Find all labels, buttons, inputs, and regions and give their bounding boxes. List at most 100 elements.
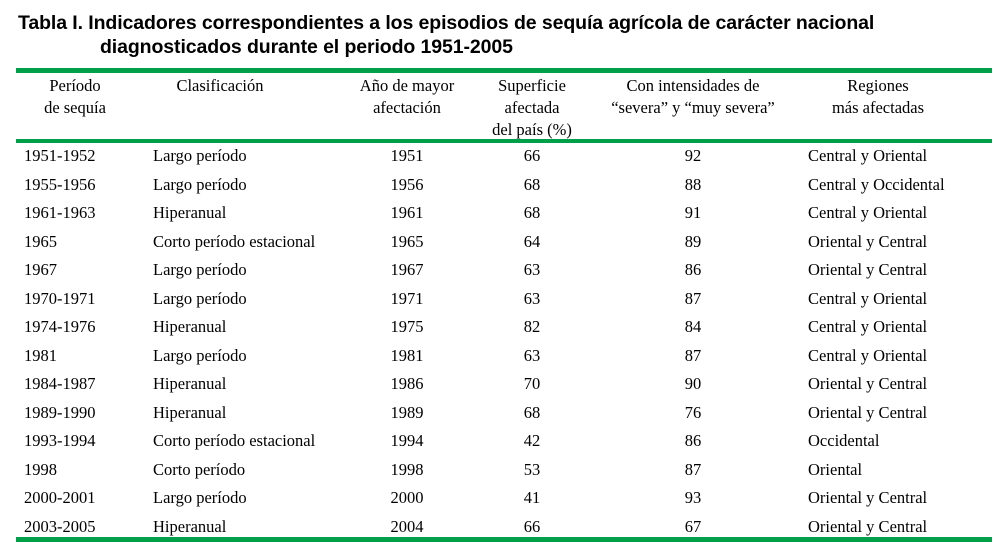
header-rule xyxy=(16,139,992,143)
cell-regions: Central y Oriental xyxy=(808,345,928,365)
cell-classification: Corto período estacional xyxy=(153,431,316,450)
cell-intensity: 87 xyxy=(684,345,702,365)
header-line: Superficie xyxy=(498,76,566,95)
cell-regions: Oriental y Central xyxy=(808,402,928,422)
cell-peak-year: 1998 xyxy=(390,459,424,479)
cell-intensity: 87 xyxy=(684,459,702,479)
header-regions: Regiones más afectadas xyxy=(798,75,958,119)
cell-peak-year: 2000 xyxy=(390,488,424,507)
cell-area: 68 xyxy=(523,203,541,222)
cell-regions: Occidental xyxy=(808,431,880,450)
header-line: Clasificación xyxy=(176,76,264,95)
cell-period: 1955-1956 xyxy=(24,174,96,194)
header-line: Año de mayor xyxy=(359,76,455,95)
header-line: Con intensidades de xyxy=(626,76,760,95)
cell-peak-year: 1986 xyxy=(390,374,424,393)
cell-intensity: 93 xyxy=(684,488,702,507)
cell-classification: Largo período xyxy=(153,288,247,308)
cell-classification: Hiperanual xyxy=(153,317,227,336)
cell-peak-year: 1967 xyxy=(390,260,424,279)
cell-period: 1967 xyxy=(24,260,57,279)
table-title: Tabla I. Indicadores correspondientes a … xyxy=(18,11,874,59)
header-line: afectada xyxy=(504,98,560,117)
cell-classification: Largo período xyxy=(153,488,247,507)
cell-period: 1998 xyxy=(24,459,57,479)
cell-classification: Largo período xyxy=(153,146,247,165)
title-line-2: diagnosticados durante el periodo 1951-2… xyxy=(100,36,513,58)
cell-area: 66 xyxy=(523,146,541,165)
cell-area: 63 xyxy=(523,260,541,279)
cell-intensity: 91 xyxy=(684,203,702,222)
header-line: del país (%) xyxy=(492,120,572,139)
cell-classification: Hiperanual xyxy=(153,374,227,393)
cell-regions: Central y Occidental xyxy=(808,174,945,194)
cell-regions: Oriental xyxy=(808,459,863,479)
cell-intensity: 76 xyxy=(684,402,702,422)
header-line: Período xyxy=(49,76,101,95)
top-rule xyxy=(16,68,992,73)
header-classification: Clasificación xyxy=(150,75,290,97)
cell-regions: Central y Oriental xyxy=(808,203,928,222)
header-line: más afectadas xyxy=(831,98,925,117)
cell-classification: Hiperanual xyxy=(153,203,227,222)
cell-regions: Oriental y Central xyxy=(808,374,928,393)
header-line: Regiones xyxy=(847,76,909,95)
cell-area: 68 xyxy=(523,174,541,194)
cell-intensity: 90 xyxy=(684,374,702,393)
cell-regions: Central y Oriental xyxy=(808,146,928,165)
cell-area: 82 xyxy=(523,317,541,336)
bottom-rule xyxy=(16,537,992,542)
cell-classification: Largo período xyxy=(153,174,247,194)
cell-classification: Largo período xyxy=(153,260,247,279)
cell-regions: Oriental y Central xyxy=(808,260,928,279)
cell-peak-year: 1975 xyxy=(390,317,424,336)
cell-regions: Oriental y Central xyxy=(808,488,928,507)
header-period: Período de sequía xyxy=(20,75,130,119)
cell-period: 1984-1987 xyxy=(24,374,96,393)
cell-intensity: 92 xyxy=(684,146,702,165)
cell-period: 1981 xyxy=(24,345,57,365)
cell-peak-year: 1981 xyxy=(390,345,424,365)
cell-period: 1965 xyxy=(24,231,57,251)
cell-regions: Central y Oriental xyxy=(808,288,928,308)
cell-area: 64 xyxy=(523,231,541,251)
cell-period: 1961-1963 xyxy=(24,203,96,222)
cell-period: 2003-2005 xyxy=(24,516,96,536)
header-area: Superficie afectada del país (%) xyxy=(482,75,582,141)
cell-area: 68 xyxy=(523,402,541,422)
header-line: de sequía xyxy=(44,98,106,117)
header-peak-year: Año de mayor afectación xyxy=(347,75,467,119)
cell-peak-year: 1989 xyxy=(390,402,424,422)
cell-peak-year: 1961 xyxy=(390,203,424,222)
title-line-1: Tabla I. Indicadores correspondientes a … xyxy=(18,12,875,34)
cell-area: 70 xyxy=(523,374,541,393)
cell-period: 1974-1976 xyxy=(24,317,96,336)
cell-regions: Oriental y Central xyxy=(808,231,928,251)
cell-period: 1970-1971 xyxy=(24,288,96,308)
cell-regions: Oriental y Central xyxy=(808,516,928,536)
cell-classification: Corto período estacional xyxy=(153,231,316,251)
cell-area: 63 xyxy=(523,345,541,365)
cell-intensity: 84 xyxy=(684,317,702,336)
cell-intensity: 67 xyxy=(684,516,702,536)
cell-peak-year: 1956 xyxy=(390,174,424,194)
cell-intensity: 86 xyxy=(684,260,702,279)
header-line: “severa” y “muy severa” xyxy=(611,98,775,117)
cell-period: 1993-1994 xyxy=(24,431,96,450)
cell-area: 42 xyxy=(523,431,541,450)
cell-intensity: 88 xyxy=(684,174,702,194)
cell-peak-year: 2004 xyxy=(390,516,424,536)
cell-area: 53 xyxy=(523,459,541,479)
cell-intensity: 86 xyxy=(684,431,702,450)
cell-area: 63 xyxy=(523,288,541,308)
cell-peak-year: 1994 xyxy=(390,431,424,450)
cell-classification: Largo período xyxy=(153,345,247,365)
cell-period: 2000-2001 xyxy=(24,488,96,507)
cell-intensity: 87 xyxy=(684,288,702,308)
cell-intensity: 89 xyxy=(684,231,702,251)
cell-regions: Central y Oriental xyxy=(808,317,928,336)
cell-area: 41 xyxy=(523,488,541,507)
cell-peak-year: 1971 xyxy=(390,288,424,308)
header-line: afectación xyxy=(373,98,441,117)
cell-area: 66 xyxy=(523,516,541,536)
